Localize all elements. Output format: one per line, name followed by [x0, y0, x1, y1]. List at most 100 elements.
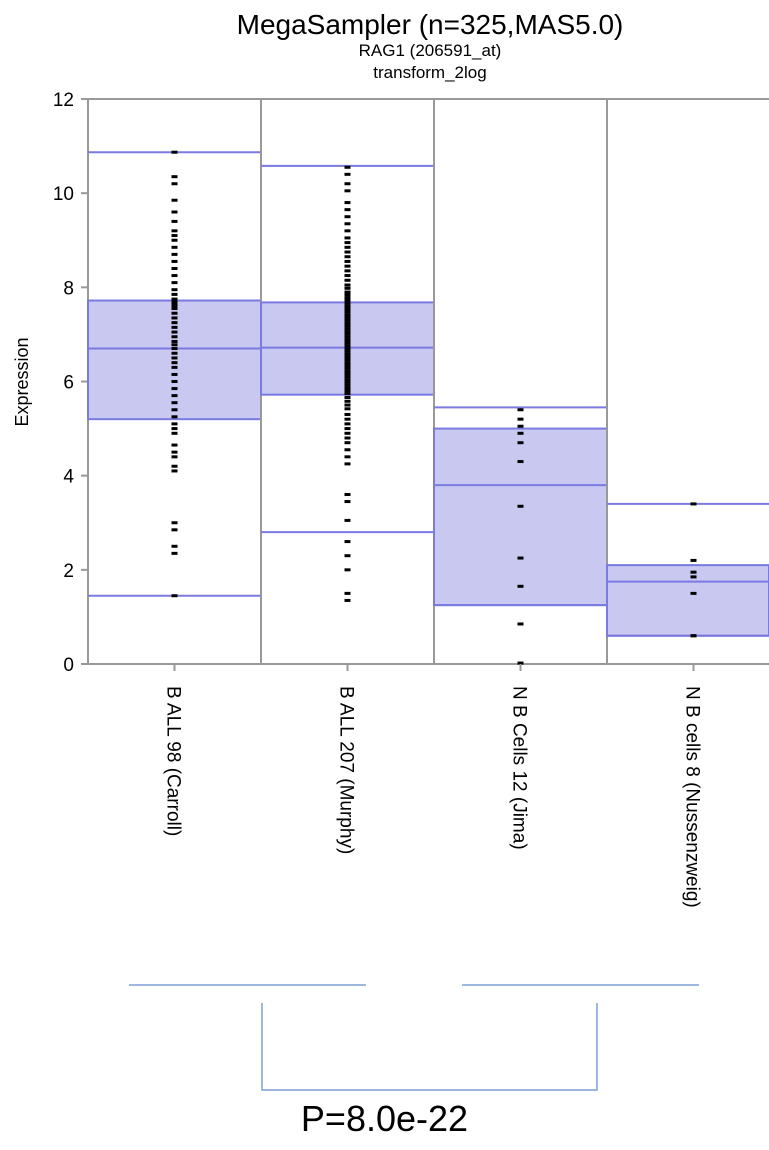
- data-point: [517, 622, 524, 626]
- data-point: [171, 351, 178, 355]
- data-point: [344, 455, 351, 459]
- data-point: [344, 422, 351, 426]
- data-point: [171, 361, 178, 365]
- data-point: [344, 369, 351, 373]
- data-point: [344, 318, 351, 322]
- data-point: [344, 215, 351, 219]
- data-point: [171, 198, 178, 202]
- data-point: [690, 634, 697, 638]
- data-point: [344, 462, 351, 466]
- data-point: [344, 347, 351, 351]
- data-point: [171, 450, 178, 454]
- chart-subtitle: RAG1 (206591_at): [359, 41, 502, 60]
- data-point: [344, 264, 351, 268]
- data-point: [171, 234, 178, 238]
- data-point: [344, 380, 351, 384]
- data-point: [344, 355, 351, 359]
- data-point: [171, 594, 178, 598]
- data-point: [344, 330, 351, 334]
- data-point: [171, 238, 178, 242]
- box-iqr: [606, 564, 769, 637]
- data-point: [344, 358, 351, 362]
- data-point: [171, 372, 178, 376]
- data-point: [344, 540, 351, 544]
- data-point: [344, 412, 351, 416]
- data-point: [344, 427, 351, 431]
- data-point: [344, 366, 351, 370]
- data-point: [517, 417, 524, 421]
- data-point: [171, 267, 178, 270]
- data-point: [171, 347, 178, 351]
- data-point: [171, 356, 178, 360]
- data-point: [171, 311, 178, 315]
- data-point: [690, 591, 697, 595]
- plot-area: 0 2 4 6 8 10 12 B ALL 98 (Carroll) B ALL 207 (Mu…: [53, 90, 769, 1091]
- data-point: [171, 528, 178, 532]
- data-point: [344, 332, 351, 336]
- data-point: [517, 460, 524, 464]
- data-point: [344, 274, 351, 278]
- data-point: [171, 427, 178, 431]
- data-point: [344, 172, 351, 176]
- data-point: [171, 387, 178, 391]
- data-point: [344, 293, 351, 297]
- data-point: [171, 455, 178, 459]
- data-point: [517, 661, 524, 665]
- y-tick-label: 0: [63, 655, 74, 676]
- data-point: [171, 431, 178, 435]
- data-point: [344, 278, 351, 282]
- data-point: [344, 363, 351, 367]
- data-point: [344, 493, 351, 496]
- data-point: [171, 469, 178, 473]
- data-point: [517, 584, 524, 588]
- data-point: [344, 436, 351, 440]
- data-point: [344, 417, 351, 421]
- data-point: [344, 375, 351, 379]
- data-point: [517, 424, 524, 428]
- data-point: [171, 281, 178, 285]
- data-point: [171, 229, 178, 233]
- data-point: [171, 365, 178, 369]
- data-point: [344, 598, 351, 602]
- x-category-label: N B cells 8 (Nussenzweig): [682, 686, 703, 908]
- data-point: [171, 299, 178, 303]
- data-point: [171, 544, 178, 548]
- data-point: [344, 201, 351, 205]
- data-point: [344, 344, 351, 348]
- x-category-label: B ALL 98 (Carroll): [163, 686, 184, 836]
- data-point: [171, 288, 178, 292]
- x-category-label: B ALL 207 (Murphy): [336, 686, 357, 854]
- data-point: [517, 408, 524, 412]
- data-point: [344, 441, 351, 445]
- data-point: [171, 259, 178, 263]
- data-point: [171, 343, 178, 347]
- data-point: [171, 292, 178, 296]
- data-point: [344, 352, 351, 356]
- data-point: [344, 255, 351, 259]
- data-point: [171, 304, 178, 308]
- data-point: [344, 335, 351, 339]
- y-axis-label: Expression: [12, 337, 32, 426]
- data-point: [344, 568, 351, 572]
- data-point: [517, 441, 524, 445]
- data-point: [344, 269, 351, 273]
- data-point: [171, 380, 178, 383]
- data-point: [517, 504, 524, 508]
- data-point: [171, 182, 178, 186]
- data-point: [171, 339, 178, 343]
- data-point: [344, 250, 351, 254]
- data-point: [171, 252, 178, 256]
- data-point: [344, 500, 351, 504]
- data-point: [171, 443, 178, 447]
- data-point: [344, 327, 351, 331]
- data-point: [344, 361, 351, 365]
- data-point: [517, 431, 524, 435]
- data-point: [344, 189, 351, 193]
- y-tick-label: 2: [63, 561, 74, 582]
- data-point: [344, 386, 351, 390]
- y-tick-label: 8: [63, 278, 74, 299]
- data-point: [344, 301, 351, 305]
- data-point: [344, 315, 351, 319]
